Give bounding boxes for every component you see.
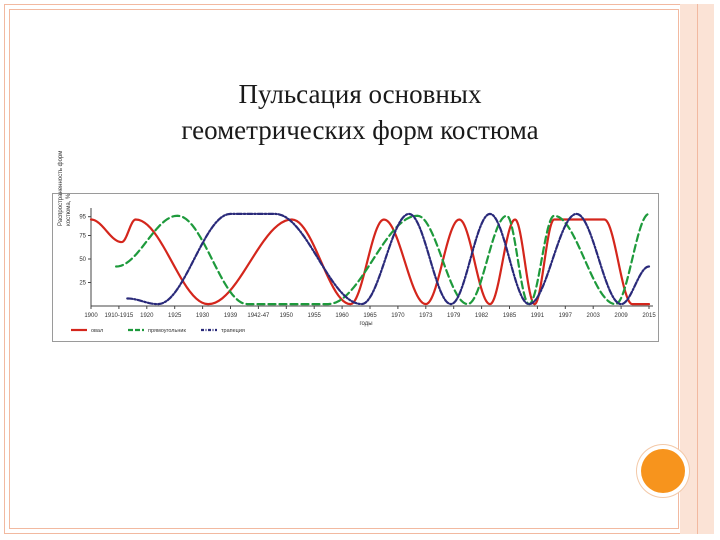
x-tick-label: 1950 [280,313,294,319]
x-tick-label: 1920 [140,313,154,319]
y-axis-title-line-1: Распространенность форм [58,150,64,226]
y-tick-label: 75 [79,234,86,240]
x-tick-label: 1965 [363,313,377,319]
y-tick-label: 25 [79,281,86,287]
x-tick-label: 1939 [224,313,238,319]
x-tick-label: 1900 [84,313,98,319]
x-tick-label: 1930 [196,313,210,319]
x-tick-label: 2009 [614,313,628,319]
x-tick-label: 1970 [391,313,405,319]
x-axis-title: годы [359,321,372,327]
slide-inner-frame [9,9,679,529]
series-line-3 [126,212,651,306]
slide-title: Пульсация основных геометрических форм к… [100,76,620,148]
x-tick-label: 2015 [642,313,656,319]
legend-label-1: овал [91,328,103,334]
x-tick-label: 1985 [503,313,517,319]
pulsation-chart: 25 50 75 95 1900 1910-1915 1920 1925 1930 1939 194… [71,208,656,334]
decorative-side-line [697,4,698,534]
slide-title-line-1: Пульсация основных [238,79,482,109]
x-tick-label: 1925 [168,313,182,319]
x-tick-label: 1979 [447,313,461,319]
x-tick-label: 1955 [308,313,322,319]
y-axis-title: Распространенность форм костюма, % [58,151,72,226]
x-tick-label: 1960 [335,313,349,319]
x-tick-label: 1942-47 [247,313,270,319]
x-tick-label: 1973 [419,313,433,319]
legend-label-3: трапеция [221,328,245,334]
legend-label-2: прямоугольник [148,328,186,334]
x-tick-label: 1910-1915 [105,313,134,319]
x-tick-label: 1991 [531,313,545,319]
y-tick-label: 50 [79,257,86,263]
orange-circle-icon [641,449,685,493]
x-tick-label: 2003 [587,313,601,319]
y-tick-label: 95 [79,215,86,221]
slide-title-line-2: геометрических форм костюма [181,115,539,145]
chart-container: 25 50 75 95 1900 1910-1915 1920 1925 1930 1939 194… [52,193,659,342]
y-axis-title-line-2: костюма, % [66,193,72,226]
x-tick-label: 1997 [559,313,573,319]
x-tick-label: 1982 [475,313,489,319]
series-line-2 [115,212,651,306]
